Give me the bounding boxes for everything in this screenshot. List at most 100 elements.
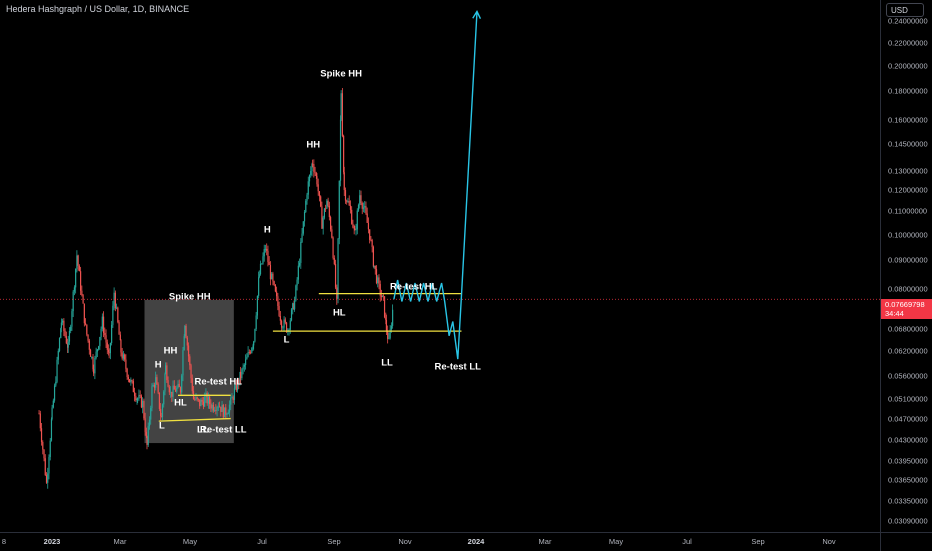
candle-body <box>268 261 270 265</box>
candle-body <box>206 393 208 404</box>
candle-body <box>373 265 375 267</box>
candle-body <box>124 354 126 360</box>
candle-body <box>364 206 366 208</box>
currency-button[interactable]: USD <box>886 3 924 17</box>
candle-body <box>176 387 178 392</box>
candle-body <box>122 354 125 359</box>
candle-body <box>310 171 312 176</box>
candle-body <box>130 380 132 383</box>
candle-body <box>365 206 367 214</box>
candle-body <box>343 172 345 191</box>
price-axis[interactable] <box>880 0 932 532</box>
candle-body <box>318 191 321 197</box>
candle-body <box>194 399 196 400</box>
candle-body <box>144 418 146 432</box>
candle-body <box>63 320 65 331</box>
candle-body <box>139 395 141 396</box>
candle-body <box>100 328 102 337</box>
current-price-label: 0.07669798 34:44 <box>881 299 932 319</box>
chart-area[interactable] <box>0 0 880 532</box>
candle-body <box>320 196 322 207</box>
candle-body <box>264 248 267 250</box>
candle-body <box>300 241 302 263</box>
candle-body <box>95 351 97 358</box>
candle-body <box>374 265 376 270</box>
time-axis[interactable] <box>0 532 880 551</box>
candle-body <box>87 334 89 341</box>
candle-body <box>75 268 77 288</box>
candle-body <box>183 336 185 351</box>
candle-body <box>234 383 236 389</box>
candle-body <box>167 380 169 387</box>
candle-body <box>290 309 293 321</box>
candle-body <box>72 291 74 312</box>
candle-body <box>105 335 107 343</box>
candle-body <box>119 334 121 341</box>
time-tick-label: Mar <box>538 537 552 546</box>
candle-body <box>276 291 278 297</box>
range-box <box>144 299 234 444</box>
candle-body <box>322 217 324 229</box>
support-line <box>158 417 231 422</box>
candle-body <box>96 349 98 352</box>
price-chart[interactable] <box>0 0 880 532</box>
candle-body <box>289 320 291 330</box>
candle-body <box>217 406 219 408</box>
candle-body <box>293 303 295 310</box>
candle-body <box>382 295 384 298</box>
candle-body <box>218 406 221 408</box>
candle-body <box>366 213 368 223</box>
candle-body <box>129 379 131 383</box>
candle-body <box>66 343 69 348</box>
candle-body <box>117 307 119 323</box>
time-tick-label: May <box>608 537 624 546</box>
time-tick-label: 2023 <box>43 537 61 546</box>
candle-body <box>371 240 373 247</box>
current-price-value: 0.07669798 <box>885 300 925 309</box>
candle-body <box>78 265 80 272</box>
candle-body <box>349 205 352 210</box>
price-tick-label: 0.11000000 <box>888 206 928 216</box>
candle-body <box>107 349 110 353</box>
candle-body <box>334 264 337 288</box>
candle-body <box>82 295 84 304</box>
candle-body <box>326 200 328 209</box>
candle-body <box>344 190 347 201</box>
candle-body <box>242 366 244 370</box>
candle-body <box>86 324 88 335</box>
candle-body <box>348 201 350 206</box>
candle-body <box>160 408 162 417</box>
candle-body <box>89 349 92 357</box>
candle-body <box>258 277 260 296</box>
candle-body <box>106 342 108 350</box>
candle-body <box>143 400 145 419</box>
candle-body <box>99 336 101 347</box>
annotation-label: Spike HH <box>320 68 362 80</box>
annotation-label: HL <box>332 307 346 319</box>
annotation-label: HH <box>163 345 178 357</box>
candle-body <box>285 322 288 332</box>
candle-body <box>262 256 264 264</box>
candle-body <box>252 345 254 349</box>
candle-body <box>315 173 317 177</box>
candle-body <box>236 379 239 391</box>
candle-body <box>297 265 299 280</box>
candle-body <box>111 324 113 344</box>
candle-body <box>131 380 133 382</box>
candle-body <box>282 327 284 329</box>
candle-body <box>214 409 216 411</box>
candle-body <box>225 407 227 415</box>
candle-body <box>243 365 245 367</box>
candle-body <box>68 331 71 342</box>
candle-body <box>361 203 363 209</box>
candle-body <box>302 221 304 234</box>
candle-body <box>185 325 187 338</box>
price-tick-label: 0.09000000 <box>888 255 928 265</box>
candle-body <box>121 352 123 359</box>
candle-body <box>125 359 127 369</box>
candle-body <box>168 386 170 393</box>
price-tick-label: 0.06200000 <box>888 346 928 356</box>
candle-body <box>382 295 384 297</box>
candle-body <box>284 319 286 323</box>
candle-body <box>258 274 260 278</box>
